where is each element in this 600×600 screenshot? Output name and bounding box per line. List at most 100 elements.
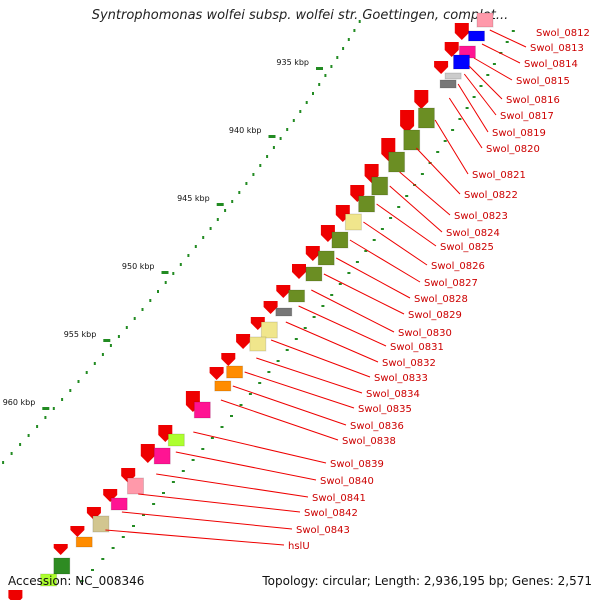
outer-dot <box>44 416 47 419</box>
gene-labels: Swol_0812 Swol_0813 Swol_0814 Swol_0815 Swol… <box>288 28 590 552</box>
gene-connector <box>489 29 527 48</box>
reverse-block <box>344 213 362 231</box>
tick-label: 945 kbp <box>177 194 210 203</box>
reverse-block <box>40 573 58 587</box>
outer-dot <box>252 173 255 176</box>
inner-dot <box>267 371 271 373</box>
gene-connector <box>220 399 339 441</box>
outer-dot <box>194 245 197 248</box>
inner-dot <box>132 525 135 527</box>
gene-label: Swol_0815 <box>516 76 570 87</box>
outer-dot <box>299 110 302 113</box>
inner-dot <box>101 558 105 560</box>
gene-connector <box>244 371 355 409</box>
inner-dot <box>285 349 289 351</box>
gene-label: Swol_0824 <box>446 228 500 239</box>
outer-dot <box>353 29 356 32</box>
reverse-block <box>288 289 306 303</box>
forward-gene <box>276 285 291 298</box>
reverse-block <box>371 176 389 196</box>
tick-label: 955 kbp <box>64 330 97 339</box>
gene-connector <box>298 305 387 347</box>
reverse-block <box>75 536 93 548</box>
reverse-block <box>476 12 494 28</box>
reverse-block <box>275 307 293 317</box>
gene-connector <box>434 119 469 175</box>
outer-dot <box>224 209 227 212</box>
outer-dot <box>187 254 190 257</box>
inner-dot <box>121 536 125 538</box>
forward-gene <box>8 590 23 600</box>
inner-dot <box>248 393 252 395</box>
outer-dot <box>231 200 234 203</box>
inner-dot <box>239 404 243 406</box>
outer-dot <box>202 236 205 239</box>
forward-gene <box>86 507 101 520</box>
inner-dot <box>364 250 368 252</box>
gene-label: Swol_0825 <box>440 242 494 253</box>
gene-label: Swol_0841 <box>312 493 366 504</box>
gene-label: hslU <box>288 541 310 552</box>
gene-label: Swol_0835 <box>358 404 412 415</box>
inner-dot <box>220 426 224 428</box>
inner-dot <box>443 140 447 142</box>
outer-dot <box>209 227 212 230</box>
outer-dot <box>27 434 30 437</box>
outer-dot <box>109 344 112 347</box>
forward-gene <box>434 61 449 74</box>
inner-dot <box>230 415 233 417</box>
tick-mark <box>42 407 50 410</box>
outer-dot <box>312 92 314 95</box>
inner-dot <box>152 503 156 505</box>
forward-gene <box>305 246 320 261</box>
outer-dot <box>245 182 248 185</box>
gene-label: Swol_0812 <box>536 28 590 39</box>
gene-label: Swol_0829 <box>408 310 462 321</box>
inner-dot <box>321 305 325 307</box>
outer-dot <box>19 443 22 446</box>
inner-dotted-track <box>80 30 515 582</box>
gene-label-lines <box>105 29 527 546</box>
outer-dot <box>336 56 339 59</box>
inner-dot <box>142 514 145 516</box>
tick-label: 935 kbp <box>276 58 309 67</box>
outer-dot <box>272 146 275 149</box>
gene-connector <box>415 147 461 195</box>
forward-gene <box>236 334 251 349</box>
gene-connector <box>105 529 285 546</box>
gene-connector <box>175 451 317 481</box>
reverse-block <box>167 433 185 447</box>
reverse-block <box>193 401 211 419</box>
outer-dot <box>358 20 361 23</box>
inner-dot <box>451 129 455 131</box>
inner-dot <box>347 272 351 274</box>
inner-dot <box>505 41 509 43</box>
inner-dot <box>492 63 496 65</box>
inner-dot <box>276 360 280 362</box>
gene-connector <box>270 339 371 378</box>
gene-label: Swol_0842 <box>304 508 358 519</box>
outer-dot <box>149 299 152 302</box>
gene-label: Swol_0816 <box>506 95 560 106</box>
outer-dot <box>101 353 104 356</box>
gene-connector <box>468 65 503 100</box>
outer-dot <box>324 74 327 77</box>
outer-dot <box>61 398 64 401</box>
forward-gene <box>292 264 306 279</box>
gene-connector <box>473 57 513 81</box>
outer-dot <box>266 155 269 158</box>
gene-connector <box>335 257 411 299</box>
gene-label: Swol_0843 <box>296 525 350 536</box>
gene-label: Swol_0823 <box>454 211 508 222</box>
reverse-block <box>468 30 485 42</box>
reverse-strand-track <box>40 12 494 587</box>
gene-connector <box>193 431 327 464</box>
gene-label: Swol_0839 <box>330 459 384 470</box>
forward-gene <box>400 110 415 133</box>
outer-dot <box>172 272 175 275</box>
tick-mark <box>103 339 111 342</box>
gene-connector <box>323 273 405 315</box>
outer-dot <box>52 407 55 410</box>
inner-dot <box>330 294 334 296</box>
